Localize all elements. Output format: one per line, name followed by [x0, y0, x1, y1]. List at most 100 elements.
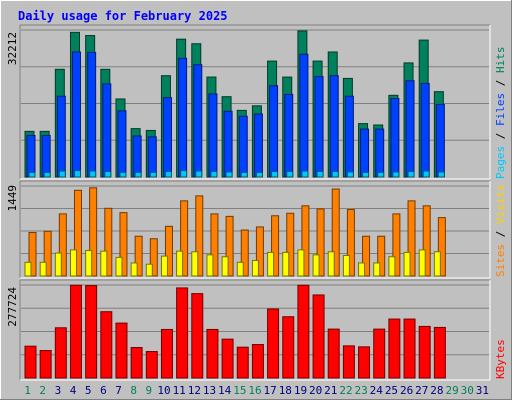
bar-kbytes [160, 328, 173, 379]
bar-files [56, 95, 66, 178]
bar-files [87, 51, 97, 178]
bar-kbytes [85, 285, 98, 379]
bar-kbytes [267, 308, 280, 379]
legend-separator: / [494, 73, 507, 93]
x-tick-label: 1 [24, 384, 31, 397]
bar-files [390, 98, 400, 178]
x-tick-label: 24 [370, 384, 384, 397]
bar-files [420, 82, 430, 178]
legend-visits: Visits [494, 184, 507, 224]
bar-pages [240, 171, 248, 178]
x-tick-label: 5 [85, 384, 92, 397]
bar-pages [407, 171, 415, 178]
bar-visits [373, 262, 381, 277]
x-tick-label: 12 [188, 384, 201, 397]
bar-files [102, 83, 112, 178]
legend-group: Sites / Visits [494, 184, 507, 277]
bar-files [41, 134, 51, 178]
bar-sites [240, 229, 249, 277]
bar-pages [149, 171, 157, 178]
bar-visits [206, 254, 214, 277]
bar-pages [225, 171, 233, 178]
bar-pages [28, 171, 36, 178]
x-tick-label: 2 [39, 384, 46, 397]
x-tick-label: 16 [248, 384, 261, 397]
bar-pages [437, 171, 445, 178]
bar-files [360, 128, 370, 178]
x-tick-label: 8 [130, 384, 137, 397]
bar-visits [251, 259, 259, 277]
bar-visits [100, 250, 108, 277]
bar-sites [271, 215, 280, 277]
bar-visits [191, 251, 199, 277]
bar-files [344, 95, 354, 178]
x-tick-label: 10 [157, 384, 170, 397]
x-tick-label: 30 [461, 384, 474, 397]
bar-pages [255, 171, 263, 178]
x-tick-label: 28 [430, 384, 443, 397]
bar-visits [282, 251, 290, 277]
bar-kbytes [39, 350, 52, 379]
bar-files [329, 75, 339, 178]
x-tick-label: 7 [115, 384, 122, 397]
bar-pages [392, 171, 400, 178]
bar-pages [301, 170, 309, 178]
bar-files [375, 128, 385, 178]
bar-sites [180, 200, 189, 277]
bar-kbytes [24, 345, 37, 379]
bar-pages [134, 171, 142, 178]
bar-sites [225, 215, 234, 277]
bar-visits [327, 251, 335, 277]
bar-pages [362, 171, 370, 178]
bar-sites [316, 208, 325, 277]
bar-kbytes [342, 345, 355, 379]
bar-pages [422, 170, 430, 178]
bar-sites [422, 205, 431, 277]
bar-files [284, 93, 294, 178]
bar-files [405, 80, 415, 178]
bar-files [117, 110, 127, 178]
bar-kbytes [388, 318, 401, 379]
x-tick-label: 6 [100, 384, 107, 397]
legend-pages: Pages [494, 146, 507, 179]
bar-visits [24, 261, 32, 277]
x-tick-label: 11 [173, 384, 186, 397]
x-tick-label: 18 [279, 384, 292, 397]
bar-files [223, 110, 233, 178]
bar-kbytes [236, 346, 249, 379]
bar-pages [346, 171, 354, 178]
bar-pages [316, 171, 324, 178]
bar-visits [267, 251, 275, 277]
bar-files [178, 57, 188, 178]
bar-pages [377, 171, 385, 178]
x-tick-label: 14 [218, 384, 232, 397]
bar-sites [73, 189, 82, 277]
bar-visits [176, 250, 184, 277]
bar-kbytes [100, 311, 113, 379]
bar-pages [43, 171, 51, 178]
bar-kbytes [327, 328, 340, 379]
bar-kbytes [54, 327, 67, 379]
bar-kbytes [312, 294, 325, 379]
bar-kbytes [433, 326, 446, 379]
x-tick-label: 19 [294, 384, 307, 397]
legend-sites: Sites [494, 244, 507, 277]
bar-sites [346, 209, 355, 277]
bar-files [162, 97, 172, 178]
bar-files [26, 134, 36, 178]
bar-visits [160, 255, 168, 277]
bottom-panel-max-label: 277724 [6, 287, 19, 327]
bar-sites [58, 213, 67, 277]
bar-sites [149, 238, 158, 277]
bar-sites [210, 213, 219, 277]
bar-sites [164, 225, 173, 277]
x-tick-label: 17 [264, 384, 277, 397]
bar-kbytes [373, 328, 386, 379]
bar-sites [43, 230, 52, 277]
legend-files: Files [494, 93, 507, 126]
bar-visits [130, 262, 138, 277]
bar-kbytes [282, 316, 295, 379]
bar-files [147, 136, 157, 178]
